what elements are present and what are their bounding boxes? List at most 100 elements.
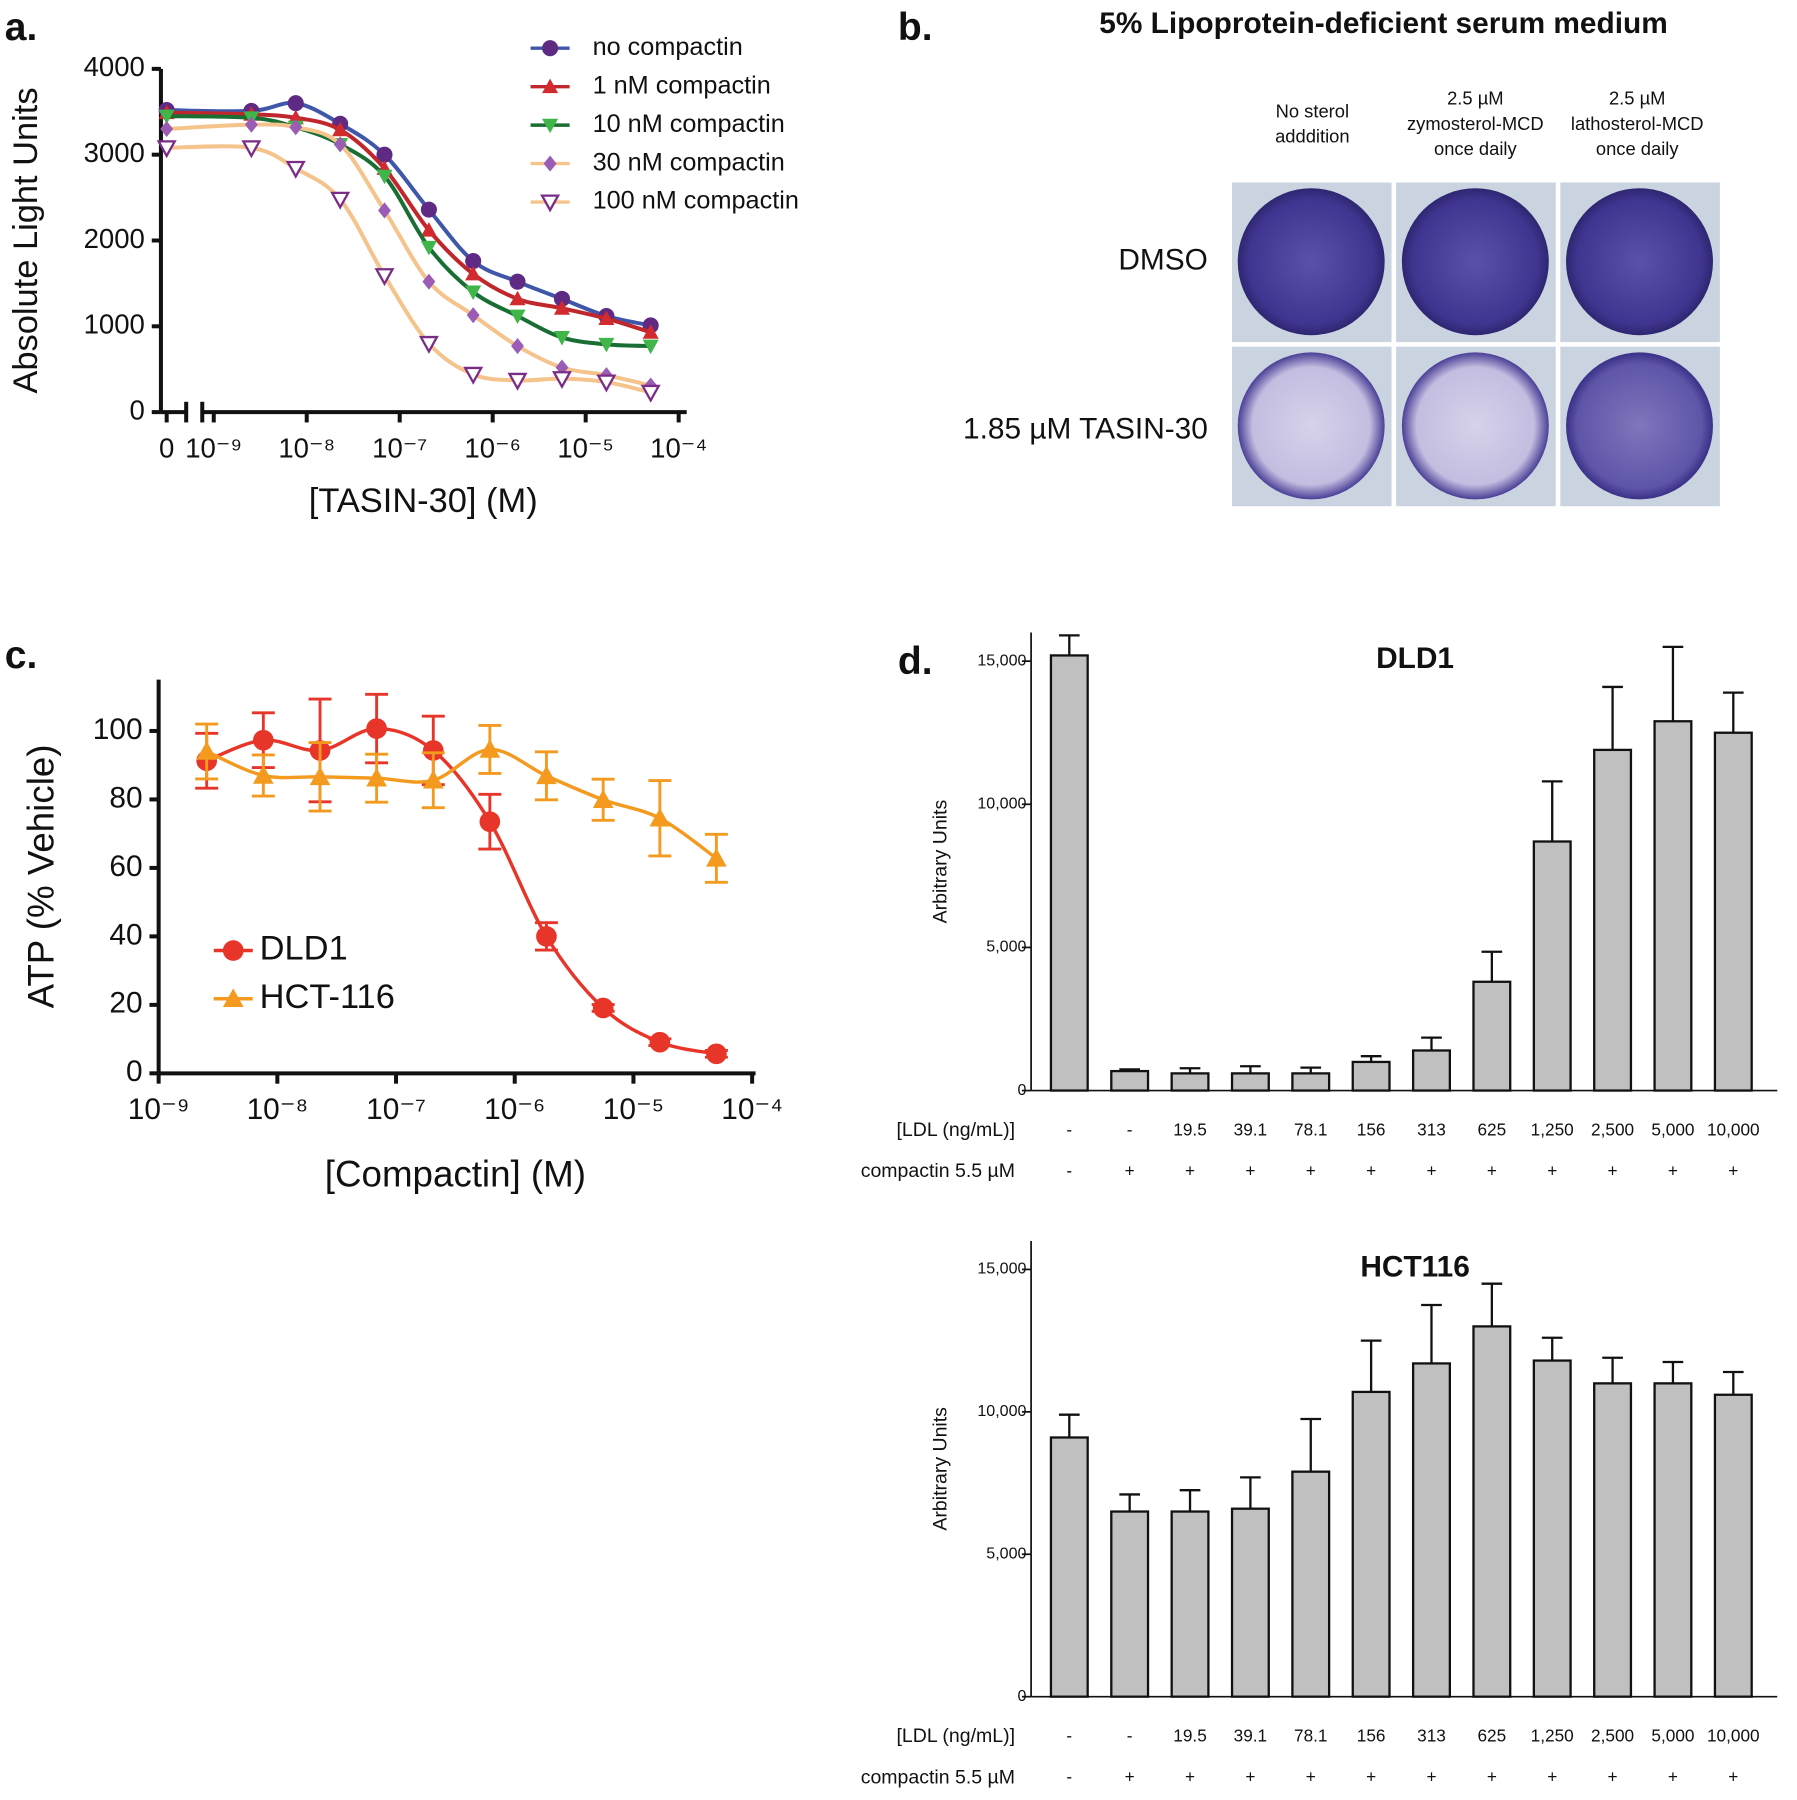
marker bbox=[330, 191, 351, 210]
y-tick-label: 15,000 bbox=[977, 1260, 1026, 1278]
y-tick-label: 3000 bbox=[84, 137, 145, 168]
category-row-label: [LDL (ng/mL)] bbox=[897, 1119, 1016, 1141]
chart: d. 0 5,000 10,000 15,000 Arbitrary Units DLD1 -… bbox=[861, 632, 1778, 1182]
x-tick-label: 10⁻⁸ bbox=[278, 432, 335, 463]
marker bbox=[553, 290, 571, 307]
x-tick-label: 78.1 bbox=[1294, 1725, 1327, 1745]
column-label: once daily bbox=[1434, 138, 1517, 159]
column-label: No sterol bbox=[1276, 100, 1349, 121]
fit-line bbox=[166, 144, 652, 395]
marker bbox=[640, 384, 661, 403]
marker bbox=[252, 765, 274, 784]
y-tick-label: 15,000 bbox=[977, 651, 1026, 669]
category-row-label: compactin 5.5 µM bbox=[861, 1766, 1015, 1788]
chart-title: HCT116 bbox=[1360, 1250, 1469, 1283]
legend-label: 30 nM compactin bbox=[593, 148, 785, 176]
bar bbox=[1411, 1049, 1452, 1092]
marker bbox=[509, 309, 526, 325]
x-tick-label-2: + bbox=[1306, 1767, 1316, 1787]
column-label: 2.5 µM bbox=[1447, 88, 1504, 109]
legend-label: HCT-116 bbox=[260, 978, 395, 1016]
marker bbox=[420, 222, 437, 237]
marker bbox=[649, 1031, 671, 1053]
y-tick-label: 2000 bbox=[84, 223, 145, 254]
x-tick-label: - bbox=[1127, 1725, 1133, 1745]
bar bbox=[1230, 1507, 1270, 1698]
chart: 0 5,000 10,000 15,000 Arbitrary Units HCT116 -… bbox=[861, 1240, 1778, 1788]
category-row-label: compactin 5.5 µM bbox=[861, 1160, 1015, 1182]
y-tick-label: 40 bbox=[109, 918, 142, 951]
marker bbox=[479, 811, 501, 833]
x-tick-label: 10⁻⁹ bbox=[185, 432, 242, 463]
bar bbox=[1230, 1072, 1270, 1092]
y-tick-label: 20 bbox=[109, 987, 142, 1020]
marker bbox=[596, 374, 617, 393]
bar bbox=[1532, 840, 1572, 1092]
marker bbox=[536, 926, 557, 947]
x-axis-label: [Compactin] (M) bbox=[325, 1153, 586, 1194]
y-tick-label: 0 bbox=[126, 1055, 143, 1088]
x-tick-label: 625 bbox=[1477, 1119, 1506, 1139]
x-tick-label-2: + bbox=[1366, 1767, 1376, 1787]
well bbox=[1566, 352, 1713, 500]
x-tick-label-2: + bbox=[1487, 1161, 1497, 1181]
y-tick-label: 0 bbox=[130, 394, 145, 425]
y-tick-label: 5,000 bbox=[986, 1545, 1026, 1563]
marker bbox=[285, 160, 306, 179]
x-tick-label: 10,000 bbox=[1707, 1119, 1760, 1139]
row-label: 1.85 µM TASIN-30 bbox=[963, 412, 1208, 445]
x-tick-label-2: + bbox=[1547, 1767, 1557, 1787]
marker bbox=[366, 767, 387, 787]
marker bbox=[158, 109, 175, 125]
x-tick-label: - bbox=[1066, 1725, 1072, 1745]
marker bbox=[598, 310, 615, 326]
marker bbox=[156, 140, 177, 159]
x-tick-label: 1,250 bbox=[1531, 1119, 1574, 1139]
y-tick-label: 60 bbox=[109, 850, 142, 883]
bar bbox=[1532, 1359, 1572, 1698]
marker bbox=[422, 740, 444, 761]
y-tick-label: 5,000 bbox=[986, 938, 1026, 956]
marker bbox=[287, 95, 304, 112]
x-tick-label: 10⁻⁴ bbox=[650, 432, 707, 463]
marker bbox=[598, 337, 615, 353]
well bbox=[1401, 352, 1549, 500]
marker bbox=[465, 285, 482, 301]
well bbox=[1566, 188, 1713, 336]
x-tick-label-2: + bbox=[1608, 1161, 1618, 1181]
column-label: once daily bbox=[1596, 138, 1679, 159]
x-tick-label-2: + bbox=[1426, 1767, 1436, 1787]
x-tick-label-2: + bbox=[1306, 1161, 1316, 1181]
marker bbox=[374, 268, 395, 287]
marker bbox=[376, 169, 393, 185]
well bbox=[1237, 188, 1385, 336]
legend-marker bbox=[542, 40, 559, 57]
bar bbox=[1049, 1436, 1089, 1698]
marker bbox=[376, 146, 393, 163]
y-tick-label: 4000 bbox=[84, 51, 145, 82]
legend-label: no compactin bbox=[593, 33, 743, 61]
x-tick-label: 2,500 bbox=[1591, 1725, 1634, 1745]
legend-label: DLD1 bbox=[260, 930, 348, 968]
marker bbox=[511, 338, 524, 355]
x-tick-label: - bbox=[1127, 1119, 1133, 1139]
bar bbox=[1291, 1072, 1331, 1092]
bar bbox=[1351, 1390, 1391, 1698]
marker bbox=[466, 307, 480, 324]
x-tick-label: 10⁻⁷ bbox=[366, 1093, 426, 1126]
x-tick-label: 10⁻⁷ bbox=[372, 432, 427, 463]
marker bbox=[420, 240, 437, 256]
column-label: zymosterol-MCD bbox=[1407, 113, 1544, 134]
category-row-label: [LDL (ng/mL)] bbox=[897, 1725, 1016, 1747]
x-tick-label-2: + bbox=[1728, 1767, 1738, 1787]
x-tick-label-2: - bbox=[1066, 1767, 1072, 1787]
x-tick-label-2: + bbox=[1366, 1161, 1376, 1181]
x-tick-label-2: + bbox=[1668, 1767, 1678, 1787]
marker bbox=[465, 253, 482, 270]
marker bbox=[649, 807, 671, 827]
x-axis-label: [TASIN-30] (M) bbox=[309, 482, 538, 520]
well bbox=[1237, 352, 1385, 500]
x-tick-label-2: + bbox=[1125, 1767, 1135, 1787]
bar bbox=[1291, 1470, 1331, 1698]
bar bbox=[1472, 980, 1512, 1092]
